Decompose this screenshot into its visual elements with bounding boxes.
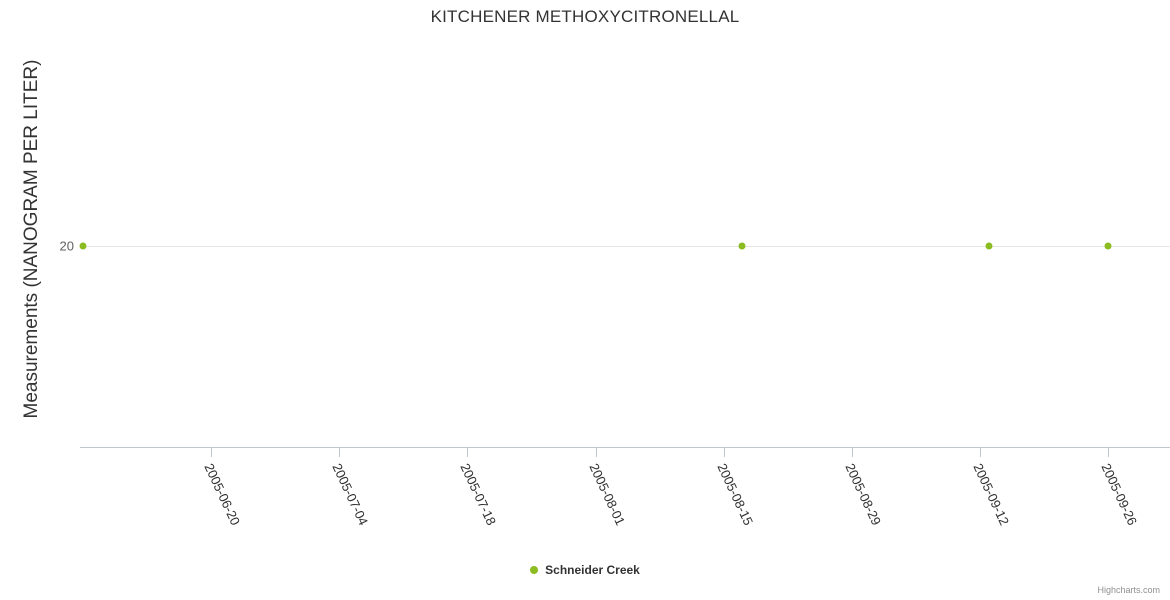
chart-legend: Schneider Creek	[0, 563, 1170, 577]
x-axis-tick-mark	[211, 448, 212, 457]
data-point[interactable]	[1104, 242, 1112, 250]
x-axis-tick-mark	[723, 448, 725, 457]
chart-title: KITCHENER METHOXYCITRONELLAL	[430, 7, 740, 26]
data-point[interactable]	[738, 242, 746, 250]
x-axis-tick-label: 2005-08-15	[714, 461, 756, 528]
gridline	[80, 246, 1170, 247]
legend-marker-icon	[530, 566, 539, 574]
x-axis-tick-label: 2005-08-29	[842, 461, 885, 528]
x-axis-tick-label: 2005-09-12	[970, 461, 1013, 528]
x-axis-tick-mark	[980, 448, 982, 457]
plot-area	[79, 40, 1170, 447]
x-axis-tick-label: 2005-09-26	[1098, 461, 1141, 528]
legend-item-label: Schneider Creek	[545, 563, 640, 577]
legend-item[interactable]: Schneider Creek	[530, 563, 640, 577]
x-axis-tick-mark	[339, 448, 341, 457]
data-point[interactable]	[79, 242, 87, 250]
x-axis-tick-label: 2005-06-20	[201, 461, 244, 528]
x-axis-tick-label: 2005-07-04	[329, 461, 372, 528]
x-axis-tick-mark	[595, 448, 597, 457]
x-axis-tick-mark	[852, 448, 853, 457]
data-point[interactable]	[985, 242, 993, 250]
x-axis-tick-mark	[467, 448, 469, 457]
y-axis-title: Measurements (NANOGRAM PER LITER)	[21, 59, 42, 419]
x-axis-tick-label: 2005-07-18	[457, 461, 500, 528]
y-axis-tick-label: 20	[59, 238, 74, 254]
x-axis-tick-label: 2005-08-01	[585, 461, 628, 528]
x-axis-line	[80, 447, 1170, 448]
highcharts-credits[interactable]: Highcharts.com	[1097, 585, 1160, 595]
x-axis-tick-mark	[1108, 448, 1110, 457]
legend-items: Schneider Creek	[530, 563, 640, 577]
